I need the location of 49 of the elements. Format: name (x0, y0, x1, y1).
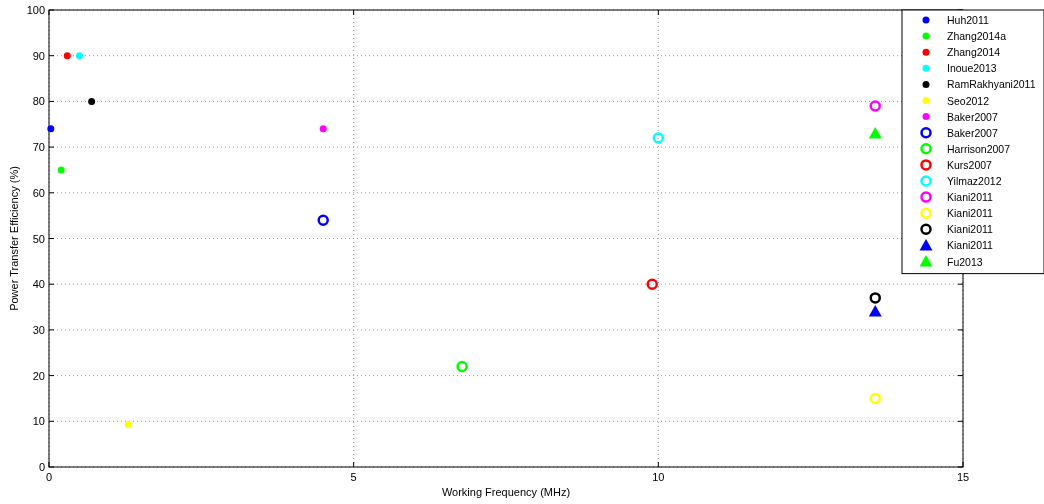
y-tick-label: 70 (32, 141, 45, 154)
y-tick-label: 80 (32, 95, 45, 108)
point (869, 100, 882, 112)
legend-label: Kiani2011 (947, 239, 994, 252)
legend-label: Zhang2014a (947, 30, 1007, 43)
legend-label: RamRakhyani2011 (947, 78, 1036, 91)
y-tick-label: 50 (32, 232, 45, 245)
y-tick-label: 0 (38, 461, 45, 473)
y-tick-label: 90 (32, 49, 45, 62)
legend-label: Inoue2013 (947, 62, 997, 75)
point (63, 52, 71, 60)
point (869, 292, 882, 304)
x-tick-label: 10 (652, 471, 665, 483)
y-axis-title: Power Transfer Efficiency (%) (8, 166, 20, 311)
legend-label: Harrison2007 (947, 142, 1011, 155)
x-tick-label: 5 (350, 471, 357, 483)
point (75, 52, 83, 60)
y-tick-label: 40 (32, 278, 45, 291)
point (868, 305, 882, 317)
point (868, 126, 882, 139)
x-tick-label: 0 (45, 471, 53, 483)
y-tick-label: 60 (32, 186, 45, 199)
point (47, 125, 55, 133)
x-tick-label: 15 (956, 471, 970, 483)
point (646, 278, 658, 290)
legend-label: Seo2012 (947, 94, 990, 107)
point (88, 97, 96, 105)
legend-label: Kurs2007 (947, 158, 993, 171)
y-tick-label: 30 (32, 323, 45, 336)
point (57, 166, 65, 174)
point (652, 132, 665, 144)
point (124, 421, 132, 428)
point (869, 392, 882, 405)
y-tick-label: 20 (32, 369, 45, 382)
legend-label: Baker2007 (947, 110, 998, 123)
legend-label: Baker2007 (947, 126, 998, 139)
point (317, 214, 329, 226)
point (319, 125, 327, 133)
legend-label: Kiani2011 (947, 207, 994, 220)
legend-label: Fu2013 (947, 255, 983, 268)
legend-label: Kiani2011 (947, 191, 994, 204)
legend-label: Zhang2014 (947, 46, 1001, 59)
x-axis-title: Working Frequency (MHz) (441, 486, 571, 498)
legend-label: Huh2011 (947, 14, 989, 26)
legend-label: Kiani2011 (947, 223, 994, 236)
legend-label: Yilmaz2012 (947, 175, 1002, 187)
y-tick-label: 100 (26, 4, 45, 16)
y-tick-label: 10 (32, 415, 45, 428)
point (456, 360, 468, 373)
